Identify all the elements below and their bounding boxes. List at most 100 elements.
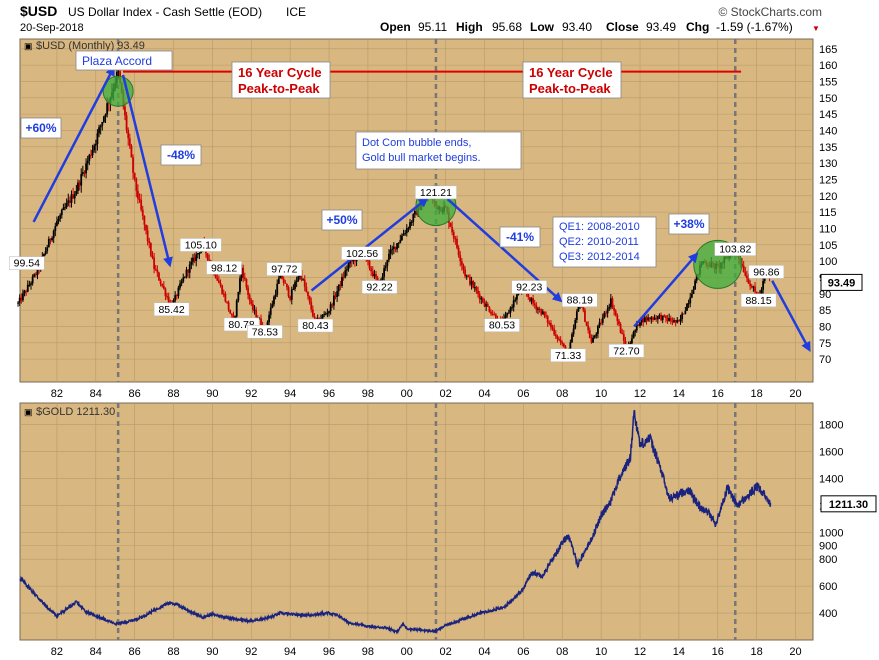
value-label: 85.42 [158, 304, 184, 316]
usd-bar [674, 320, 677, 323]
usd-bar [562, 343, 565, 347]
usd-bar [621, 332, 624, 335]
usd-bar [248, 294, 251, 301]
usd-bar [93, 145, 96, 151]
usd-bar [117, 71, 120, 73]
usd-bar [642, 318, 645, 323]
usd-bar [266, 322, 269, 327]
usd-bar [310, 301, 313, 310]
usd-bar [631, 338, 633, 344]
usd-bar [643, 317, 646, 323]
value-label-box [179, 238, 222, 252]
usd-bar [541, 311, 544, 315]
usd-bar [383, 268, 386, 277]
value-label-box [608, 344, 645, 358]
usd-x-tick-label: 98 [362, 388, 374, 400]
gold-y-tick-label: 1800 [819, 420, 843, 432]
usd-bar [533, 303, 536, 306]
usd-bar [634, 330, 637, 333]
usd-bar [480, 298, 483, 300]
value-label: 99.54 [14, 258, 40, 270]
usd-bar [183, 276, 186, 278]
usd-bar [490, 311, 492, 314]
gold-y-tick-label: 400 [819, 608, 837, 620]
usd-bar [179, 283, 181, 288]
usd-bar [138, 198, 141, 200]
usd-bar [401, 235, 403, 240]
chg-value: -1.59 (-1.67%) [716, 20, 793, 34]
usd-bar [561, 342, 564, 344]
usd-bar [313, 316, 316, 318]
usd-bar [449, 222, 452, 228]
value-label: 105.10 [185, 239, 217, 251]
usd-bar [255, 309, 258, 318]
usd-y-tick-label: 100 [819, 256, 837, 268]
qe-annotation-text: QE3: 2012-2014 [559, 251, 640, 263]
usd-bar [243, 277, 246, 279]
usd-bar [174, 295, 177, 301]
value-label-box [562, 293, 598, 307]
usd-bar [164, 288, 167, 297]
usd-x-tick-label: 94 [284, 388, 296, 400]
usd-bar [677, 320, 680, 322]
pct-down-2-box [499, 226, 541, 248]
gold-x-tick-label: 88 [167, 646, 179, 658]
value-label-box [297, 318, 334, 333]
usd-x-tick-label: 84 [90, 388, 102, 400]
usd-bar [462, 265, 465, 270]
gold-x-tick-label: 18 [751, 646, 763, 658]
usd-x-tick-label: 92 [245, 388, 257, 400]
usd-bar [217, 280, 220, 284]
usd-bar [507, 312, 510, 314]
usd-bar [413, 211, 416, 215]
usd-bar [23, 290, 26, 294]
usd-bar [62, 207, 65, 211]
usd-bar [619, 324, 622, 333]
usd-x-tick-label: 10 [595, 388, 607, 400]
usd-bar [673, 320, 675, 323]
usd-x-tick-label: 14 [673, 388, 685, 400]
gold-y-tick-label: 800 [819, 554, 837, 566]
usd-x-tick-label: 96 [323, 388, 335, 400]
usd-bar [551, 327, 554, 329]
gold-x-tick-label: 14 [673, 646, 685, 658]
usd-bar [67, 200, 70, 204]
usd-bar [86, 160, 89, 164]
usd-bar [252, 304, 254, 311]
usd-bar [56, 221, 58, 227]
usd-bar [394, 246, 397, 250]
usd-bar [344, 270, 347, 278]
usd-bar [597, 326, 599, 334]
usd-bar [665, 315, 667, 319]
usd-bar [34, 274, 37, 276]
plaza-accord-text: Plaza Accord [82, 54, 152, 68]
usd-bar [381, 276, 384, 280]
usd-bar [226, 301, 228, 303]
usd-x-tick-label: 88 [167, 388, 179, 400]
usd-bar [653, 317, 656, 320]
pct-up-2: +50% [326, 213, 357, 227]
usd-bar [558, 338, 560, 340]
usd-bar [98, 127, 100, 134]
usd-bar [588, 330, 591, 338]
usd-bar [592, 337, 594, 343]
usd-bar [17, 302, 19, 304]
gold-x-tick-label: 84 [90, 646, 102, 658]
usd-bar [528, 297, 531, 302]
open-label: Open [380, 20, 411, 34]
usd-bar [20, 297, 23, 301]
usd-bar [242, 267, 245, 278]
usd-bar [409, 222, 411, 229]
usd-bar [101, 121, 104, 126]
usd-bar [686, 303, 688, 311]
pct-up-3: +38% [673, 217, 704, 231]
usd-bar [137, 190, 139, 199]
usd-bar [548, 322, 551, 324]
value-label: 80.53 [489, 320, 515, 332]
usd-bar [145, 224, 147, 231]
value-label: 88.15 [745, 295, 771, 307]
usd-bar [575, 311, 578, 320]
usd-bar [460, 261, 463, 266]
usd-bar [404, 233, 407, 235]
